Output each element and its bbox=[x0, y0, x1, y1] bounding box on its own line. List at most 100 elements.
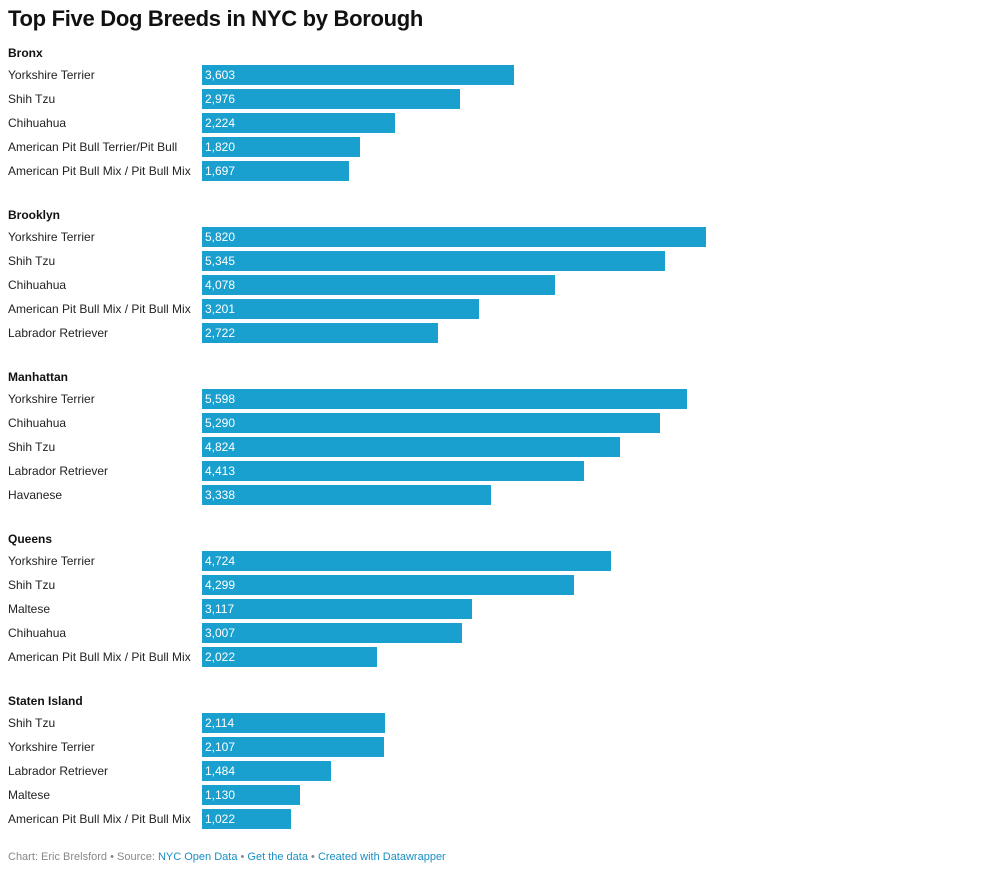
bar bbox=[202, 89, 460, 109]
breed-label: Shih Tzu bbox=[8, 92, 56, 106]
bar bbox=[202, 413, 660, 433]
bar-row: Yorkshire Terrier 4,724 bbox=[0, 551, 982, 571]
bar-row: Shih Tzu 4,299 bbox=[0, 575, 982, 595]
bar bbox=[202, 437, 620, 457]
bar-value-label: 1,130 bbox=[205, 788, 236, 802]
bar bbox=[202, 785, 300, 805]
breed-label: Chihuahua bbox=[8, 116, 67, 130]
breed-label: Shih Tzu bbox=[8, 254, 56, 268]
bar bbox=[202, 623, 462, 643]
breed-label: Yorkshire Terrier bbox=[8, 740, 95, 754]
breed-label: Shih Tzu bbox=[8, 716, 56, 730]
bar bbox=[202, 737, 384, 757]
chart-title: Top Five Dog Breeds in NYC by Borough bbox=[8, 6, 424, 31]
bar bbox=[202, 227, 706, 247]
footer-credit: Chart: Eric Brelsford • Source: bbox=[8, 851, 158, 863]
bar-value-label: 3,338 bbox=[205, 488, 236, 502]
breed-label: American Pit Bull Mix / Pit Bull Mix bbox=[8, 164, 191, 178]
bar bbox=[202, 323, 438, 343]
bar-value-label: 5,290 bbox=[205, 416, 236, 430]
bar-row: Yorkshire Terrier 2,107 bbox=[0, 737, 982, 757]
get-data-link[interactable]: Get the data bbox=[247, 851, 308, 863]
bar bbox=[202, 137, 360, 157]
bar-row: American Pit Bull Mix / Pit Bull Mix 2,02… bbox=[0, 647, 982, 667]
borough-heading: Brooklyn bbox=[8, 208, 61, 222]
bar-value-label: 2,224 bbox=[205, 116, 236, 130]
bar-value-label: 3,201 bbox=[205, 302, 236, 316]
datawrapper-link[interactable]: Created with Datawrapper bbox=[317, 851, 446, 863]
breed-label: Yorkshire Terrier bbox=[8, 392, 95, 406]
bar bbox=[202, 485, 491, 505]
breed-label: Shih Tzu bbox=[8, 578, 56, 592]
chart-footer: Chart: Eric Brelsford • Source: NYC Open… bbox=[8, 851, 446, 863]
bar bbox=[202, 461, 584, 481]
bar-value-label: 2,722 bbox=[205, 326, 236, 340]
bar-row: Chihuahua 2,224 bbox=[0, 113, 982, 133]
bar-value-label: 2,976 bbox=[205, 92, 236, 106]
breed-label: American Pit Bull Mix / Pit Bull Mix bbox=[8, 812, 191, 826]
bar-row: Chihuahua 3,007 bbox=[0, 623, 982, 643]
bar-value-label: 4,824 bbox=[205, 440, 236, 454]
bar-row: American Pit Bull Mix / Pit Bull Mix 1,02… bbox=[0, 809, 982, 829]
bar bbox=[202, 65, 514, 85]
bar-row: American Pit Bull Mix / Pit Bull Mix 3,20… bbox=[0, 299, 982, 319]
bar bbox=[202, 113, 395, 133]
bar bbox=[202, 575, 574, 595]
breed-label: Labrador Retriever bbox=[8, 326, 109, 340]
bar-value-label: 1,022 bbox=[205, 812, 236, 826]
source-link[interactable]: NYC Open Data bbox=[157, 851, 238, 863]
breed-label: Yorkshire Terrier bbox=[8, 554, 95, 568]
borough-heading: Queens bbox=[8, 532, 53, 546]
bar bbox=[202, 389, 687, 409]
bar bbox=[202, 761, 331, 781]
breed-label: Chihuahua bbox=[8, 626, 67, 640]
breed-label: Shih Tzu bbox=[8, 440, 56, 454]
bar-row: Shih Tzu 2,976 bbox=[0, 89, 982, 109]
bar-value-label: 4,724 bbox=[205, 554, 236, 568]
breed-label: Labrador Retriever bbox=[8, 464, 109, 478]
bar-value-label: 3,603 bbox=[205, 68, 236, 82]
bar-value-label: 1,820 bbox=[205, 140, 236, 154]
bar-row: Yorkshire Terrier 5,820 bbox=[0, 227, 982, 247]
bar-value-label: 5,820 bbox=[205, 230, 236, 244]
bar-row: Chihuahua 4,078 bbox=[0, 275, 982, 295]
breed-label: American Pit Bull Mix / Pit Bull Mix bbox=[8, 302, 191, 316]
bar-row: American Pit Bull Terrier/Pit Bull 1,820 bbox=[0, 137, 982, 157]
breed-label: Yorkshire Terrier bbox=[8, 230, 95, 244]
footer-separator: • bbox=[237, 851, 248, 863]
bar-value-label: 3,117 bbox=[205, 602, 235, 616]
breed-label: Chihuahua bbox=[8, 278, 67, 292]
bar-row: Shih Tzu 4,824 bbox=[0, 437, 982, 457]
bar-value-label: 4,078 bbox=[205, 278, 236, 292]
bar-row: Chihuahua 5,290 bbox=[0, 413, 982, 433]
borough-heading: Bronx bbox=[8, 46, 43, 60]
bar-row: Labrador Retriever 4,413 bbox=[0, 461, 982, 481]
breed-label: Yorkshire Terrier bbox=[8, 68, 95, 82]
bar bbox=[202, 713, 385, 733]
bar-value-label: 5,345 bbox=[205, 254, 236, 268]
bar bbox=[202, 299, 479, 319]
bar-value-label: 4,413 bbox=[205, 464, 236, 478]
bar-value-label: 2,114 bbox=[205, 716, 235, 730]
breed-label: Havanese bbox=[8, 488, 63, 502]
bar-row: Labrador Retriever 2,722 bbox=[0, 323, 982, 343]
bar-row: Yorkshire Terrier 5,598 bbox=[0, 389, 982, 409]
bar bbox=[202, 809, 291, 829]
bar-row: Maltese 1,130 bbox=[0, 785, 982, 805]
bar-row: American Pit Bull Mix / Pit Bull Mix 1,69… bbox=[0, 161, 982, 181]
footer-separator: • bbox=[307, 851, 318, 863]
breed-label: American Pit Bull Terrier/Pit Bull bbox=[8, 140, 178, 154]
breed-label: Maltese bbox=[8, 602, 51, 616]
bar-value-label: 3,007 bbox=[205, 626, 236, 640]
bar bbox=[202, 251, 665, 271]
bar-row: Yorkshire Terrier 3,603 bbox=[0, 65, 982, 85]
bar bbox=[202, 551, 611, 571]
bar-row: Havanese 3,338 bbox=[0, 485, 982, 505]
breed-label: Labrador Retriever bbox=[8, 764, 109, 778]
breed-label: Chihuahua bbox=[8, 416, 67, 430]
bar bbox=[202, 647, 377, 667]
bar-value-label: 1,484 bbox=[205, 764, 236, 778]
bar-row: Labrador Retriever 1,484 bbox=[0, 761, 982, 781]
bar-value-label: 4,299 bbox=[205, 578, 236, 592]
